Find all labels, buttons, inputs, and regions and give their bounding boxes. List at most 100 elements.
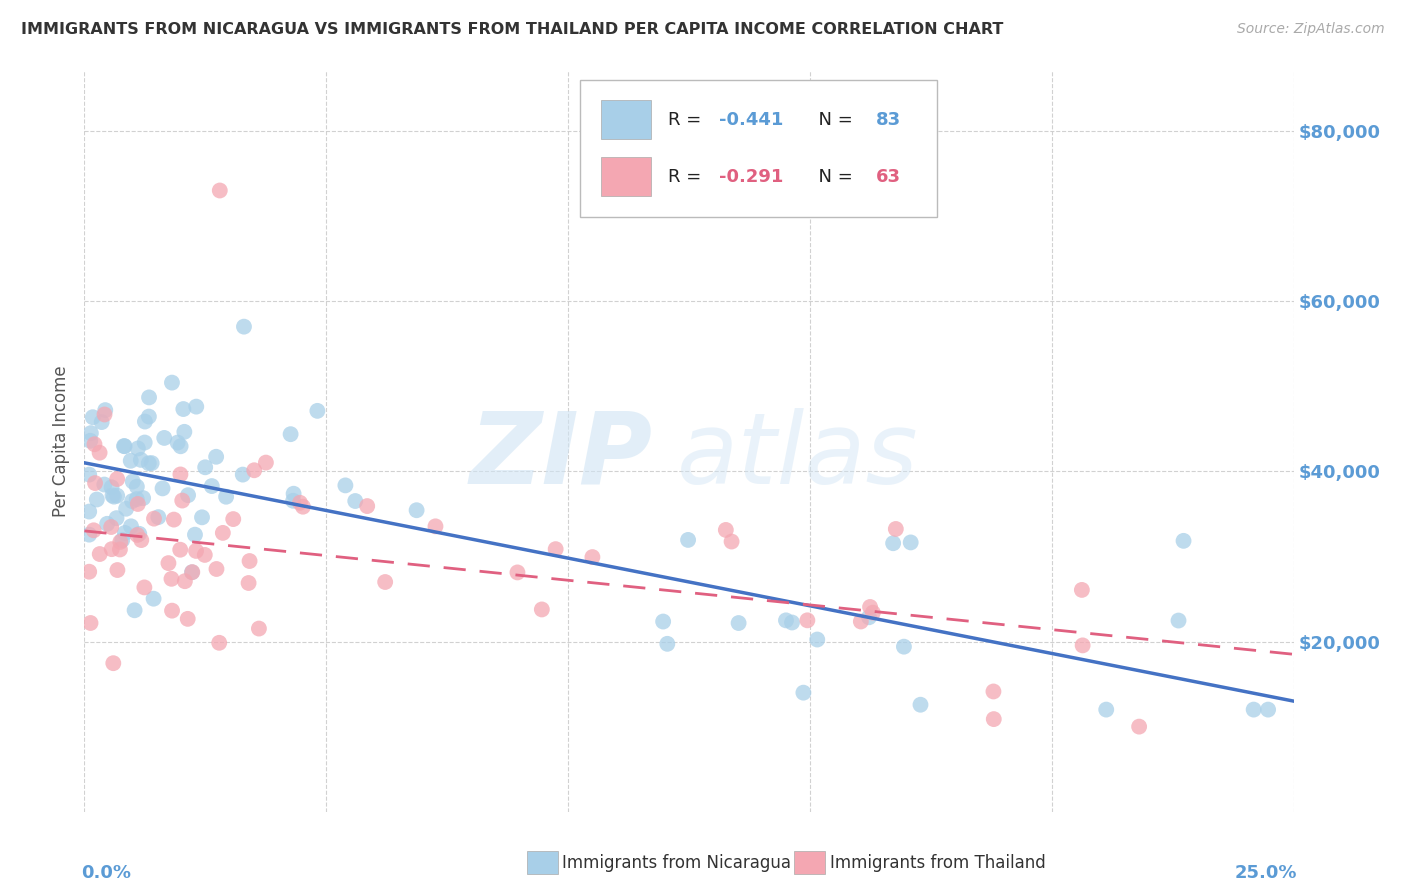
Point [108,542,131,557]
Point [425,519,447,533]
Point [882,536,904,550]
Point [884,522,907,536]
Point [83,524,105,538]
Point [184,544,207,558]
Point [127,497,149,511]
Point [291,500,314,514]
Point [134,415,156,429]
Point [132,491,155,505]
Bar [600,157,651,195]
Point [186,400,208,414]
Point [172,493,194,508]
Point [107,563,129,577]
Text: atlas: atlas [676,408,918,505]
Point [1173,533,1195,548]
Point [233,319,256,334]
Point [335,478,357,492]
Point [129,453,152,467]
Point [77,565,100,579]
Point [215,490,238,504]
Text: R =: R = [668,169,707,186]
Point [405,503,427,517]
Point [775,613,797,627]
Point [100,542,122,557]
Point [232,467,254,482]
Point [157,556,180,570]
Point [247,622,270,636]
Point [1128,720,1150,734]
Point [110,535,132,549]
Point [121,475,143,489]
Text: 25.0%: 25.0% [1234,863,1298,881]
Text: N =: N = [807,112,859,129]
Point [862,606,884,620]
Point [120,519,142,533]
Point [792,686,814,700]
Point [83,437,105,451]
Point [1257,703,1279,717]
Point [138,391,160,405]
Point [208,636,231,650]
Point [238,576,260,591]
Text: Immigrants from Thailand: Immigrants from Thailand [830,854,1045,871]
Text: N =: N = [807,169,859,186]
Point [356,499,378,513]
Point [148,510,170,524]
Point [983,684,1005,698]
Point [105,472,128,486]
Point [859,599,882,614]
Point [160,572,183,586]
Point [125,492,148,507]
Point [114,525,136,540]
Point [1070,582,1092,597]
Point [152,482,174,496]
Point [849,615,872,629]
Point [243,463,266,477]
Point [283,493,305,508]
Point [169,542,191,557]
Point [141,456,163,470]
Point [112,439,135,453]
Point [166,435,188,450]
Text: -0.291: -0.291 [720,169,783,186]
Point [138,456,160,470]
Point [115,501,138,516]
Bar [600,100,651,139]
Point [205,450,228,464]
Point [222,512,245,526]
Point [720,534,742,549]
Point [84,476,107,491]
Point [77,467,100,482]
Point [90,415,112,429]
Point [858,610,880,624]
Point [124,603,146,617]
Text: Immigrants from Nicaragua: Immigrants from Nicaragua [562,854,792,871]
Point [105,489,128,503]
Point [96,516,118,531]
Point [657,637,679,651]
Point [288,496,311,510]
Point [676,533,699,547]
Point [208,184,231,198]
Text: 0.0%: 0.0% [80,863,131,881]
Point [103,490,125,504]
Point [93,477,115,491]
Point [177,488,200,502]
Point [900,535,922,549]
Point [652,615,675,629]
Point [181,566,204,580]
Point [80,426,103,441]
Point [201,479,224,493]
Point [581,550,603,565]
Point [173,425,195,439]
Point [163,513,186,527]
Point [79,615,101,630]
Point [254,456,277,470]
Point [93,408,115,422]
Point [184,527,207,541]
Point [544,542,567,557]
Text: -0.441: -0.441 [720,112,783,129]
Point [134,581,156,595]
Point [714,523,737,537]
Point [121,494,143,508]
